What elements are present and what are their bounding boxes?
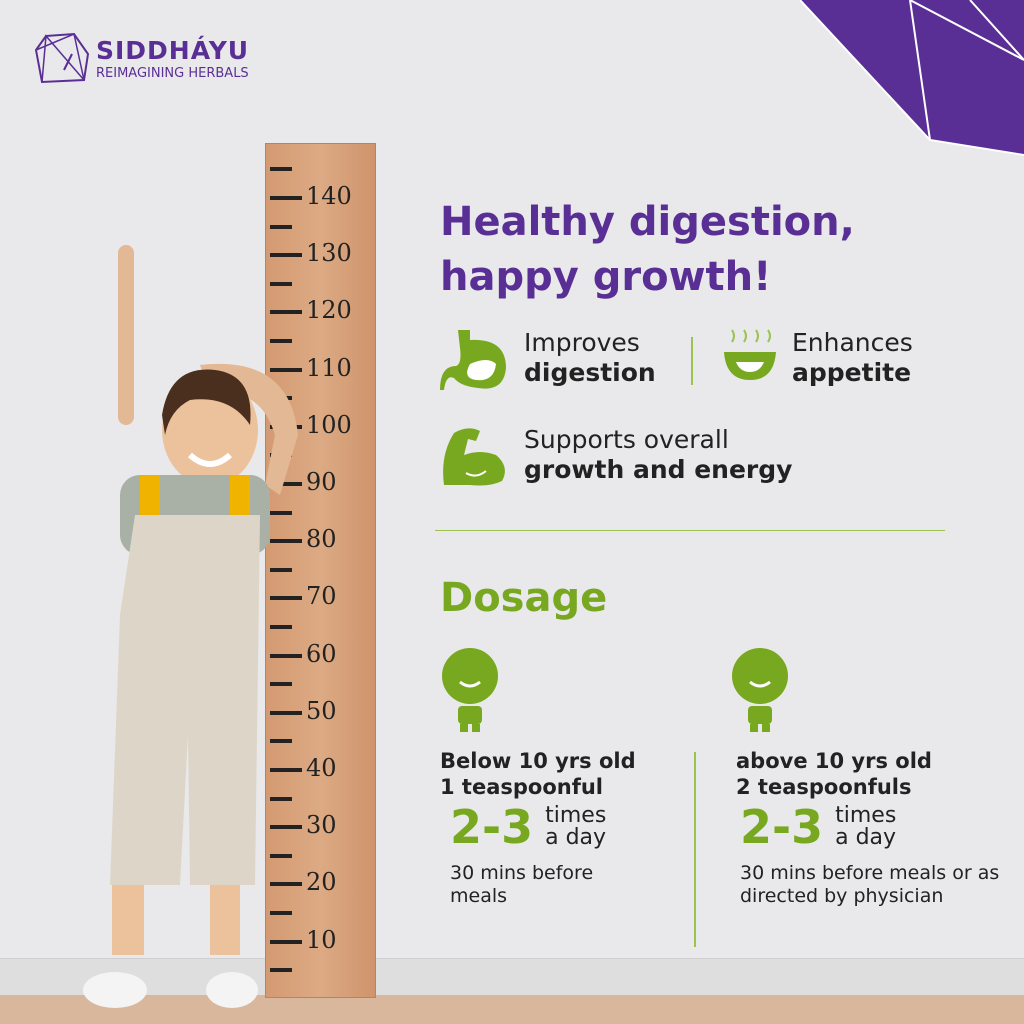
ruler-major-tick [270, 882, 302, 887]
dosage-title: Dosage [440, 575, 608, 621]
soup-bowl-icon [724, 329, 776, 380]
ruler-major-tick [270, 710, 302, 715]
times-label: times [545, 803, 607, 828]
geometric-decoration [800, 0, 1024, 156]
per-day-label: a day [835, 825, 897, 850]
child-photo [83, 245, 298, 1008]
ruler-minor-tick [270, 281, 292, 286]
ruler-label: 120 [306, 296, 352, 325]
ruler-minor-tick [270, 682, 292, 687]
ruler-major-tick [270, 253, 302, 258]
ruler-major-tick [270, 539, 302, 544]
baseboard [0, 958, 1024, 995]
ruler-major-tick [270, 482, 302, 486]
ruler-major-tick [270, 367, 302, 372]
benefit-growth: Supports overall growth and energy [524, 425, 792, 485]
ruler-label: 80 [306, 525, 337, 554]
ruler-minor-tick [270, 911, 292, 915]
ruler-label: 30 [306, 811, 337, 840]
ruler-label: 100 [306, 410, 352, 439]
benefit-bold: growth and energy [524, 455, 793, 484]
ruler-label: 140 [306, 182, 352, 210]
ruler-minor-tick [270, 167, 292, 172]
ruler-major-tick [270, 596, 302, 601]
ruler-minor-tick [270, 625, 292, 629]
ruler-major-tick [270, 653, 302, 658]
times-label: times [835, 803, 897, 828]
timing-note: 30 mins before meals or as directed by p… [740, 862, 1000, 907]
ruler-label: 60 [306, 639, 337, 668]
ruler-label: 70 [306, 582, 337, 611]
ruler-major-tick [270, 939, 302, 944]
dosage-column-below-10: Below 10 yrs old 1 teaspoonful 2-3 times… [440, 648, 650, 908]
per-day-label: a day [545, 825, 607, 850]
age-group: Below 10 yrs old [440, 749, 636, 773]
benefit-light: Enhances [792, 328, 913, 357]
ruler-label: 130 [306, 239, 352, 268]
wooden-floor [0, 995, 1024, 1024]
section-divider [435, 530, 945, 531]
ruler-minor-tick [270, 224, 292, 229]
headline-line-1: Healthy digestion, [440, 199, 855, 245]
ruler-minor-tick [270, 739, 292, 744]
ruler-label: 110 [306, 353, 352, 382]
ruler-major-tick [270, 825, 302, 830]
ruler-minor-tick [270, 510, 292, 515]
dosage-column-above-10: above 10 yrs old 2 teaspoonfuls 2-3 time… [730, 648, 1010, 908]
frequency-count: 2-3 [450, 800, 534, 854]
frequency-count: 2-3 [740, 800, 824, 854]
benefit-divider [691, 337, 693, 385]
ruler-minor-tick [270, 567, 292, 572]
child-icon [732, 648, 788, 732]
logo-icon [34, 32, 90, 84]
ruler-minor-tick [270, 796, 292, 801]
benefit-light: Supports overall [524, 425, 729, 454]
dosage-divider [694, 752, 696, 947]
benefit-light: Improves [524, 328, 640, 357]
ruler-major-tick [270, 196, 302, 200]
ruler-minor-tick [270, 853, 292, 858]
brand-tagline: REIMAGINING HERBALS [96, 66, 249, 81]
ruler-label: 90 [306, 468, 337, 496]
amount: 2 teaspoonfuls [736, 775, 912, 799]
ruler-minor-tick [270, 968, 292, 973]
ruler-label: 40 [306, 754, 337, 782]
ruler-label: 10 [306, 925, 337, 954]
age-group: above 10 yrs old [736, 749, 932, 773]
ruler-label: 20 [306, 868, 337, 897]
benefit-appetite: Enhances appetite [792, 328, 913, 388]
stomach-icon [440, 330, 506, 390]
benefit-digestion: Improves digestion [524, 328, 656, 388]
ruler-minor-tick [270, 339, 292, 343]
headline: Healthy digestion, happy growth! [440, 195, 855, 305]
ruler-major-tick [270, 310, 302, 315]
benefit-bold: appetite [792, 358, 912, 387]
benefit-bold: digestion [524, 358, 656, 387]
ruler-major-tick [270, 768, 302, 772]
timing-note: 30 mins before meals [450, 862, 594, 907]
headline-line-2: happy growth! [440, 254, 772, 300]
flexed-arm-icon [443, 428, 505, 486]
height-ruler: 140 130 120 110 100 90 80 70 60 50 40 30 20 10 [265, 143, 376, 998]
child-icon [442, 648, 498, 732]
ruler-label: 50 [306, 696, 337, 725]
amount: 1 teaspoonful [440, 775, 603, 799]
brand-name: SIDDHÁYU [96, 36, 250, 65]
